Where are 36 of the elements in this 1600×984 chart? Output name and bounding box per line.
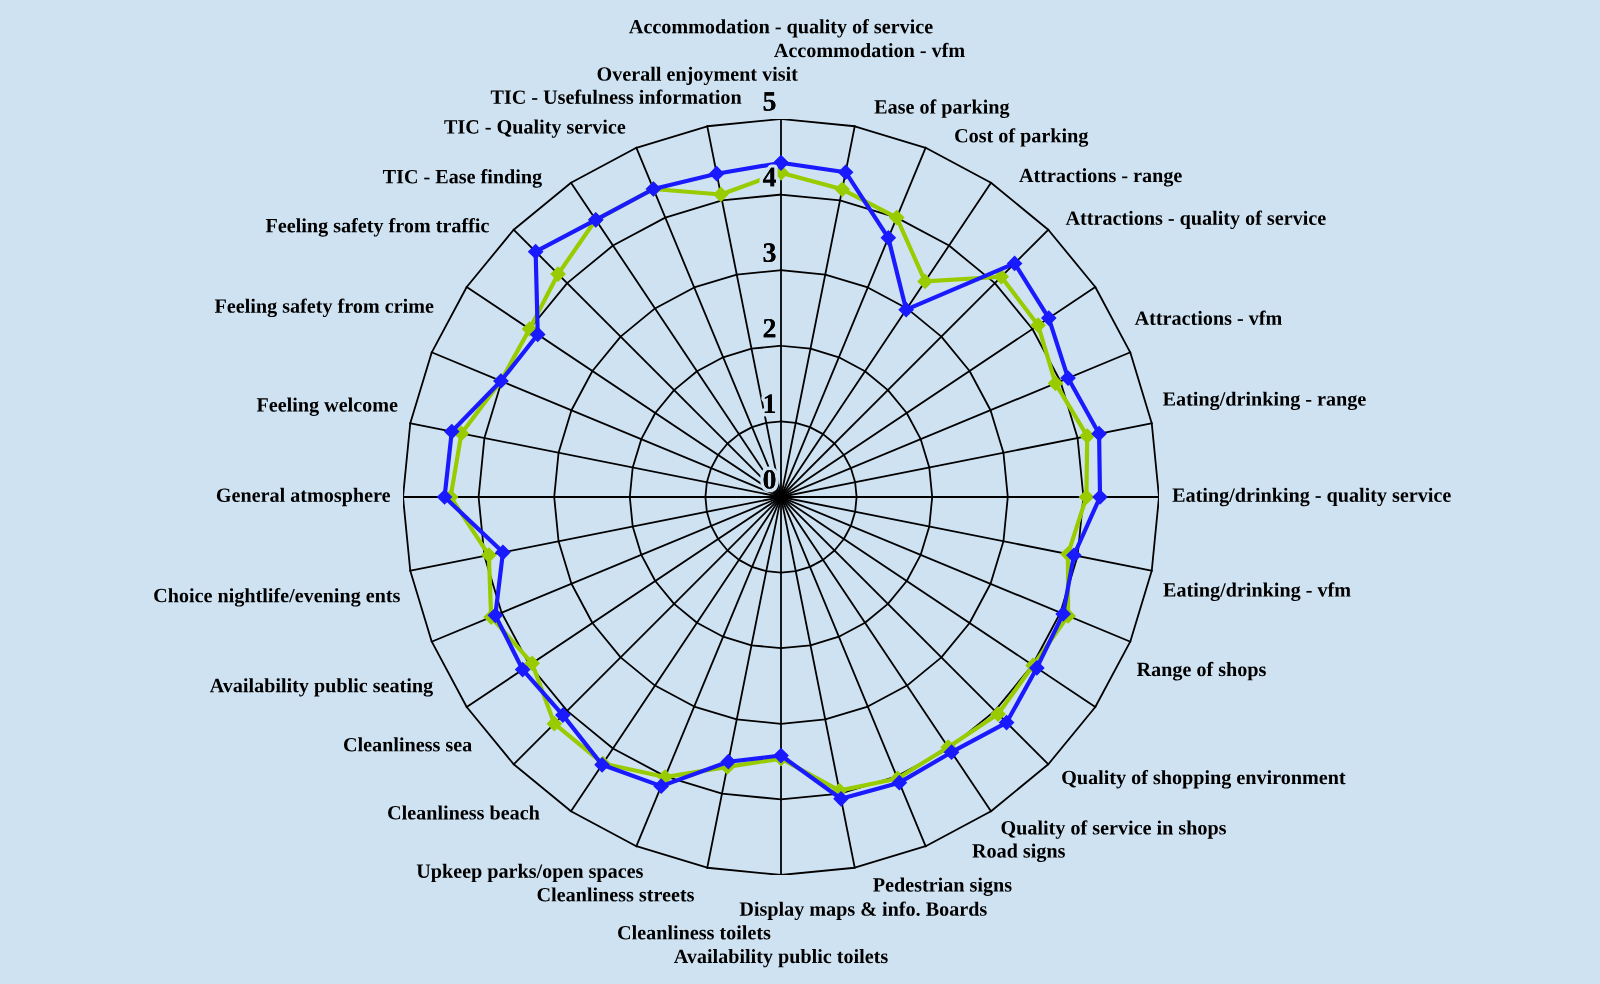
spoke-label: Quality of service in shops (1001, 820, 1227, 839)
spoke-label: Attractions - vfm (1134, 310, 1282, 325)
y-tick-label: 2 (763, 318, 776, 338)
spoke-label: Availability public seating (209, 678, 433, 697)
spoke-label: Cleanliness streets (537, 887, 694, 902)
spoke-label: Cleanliness beach (388, 805, 540, 820)
spoke-label: Availability public toilets (673, 949, 888, 968)
spoke-label: Pedestrian signs (873, 877, 1012, 896)
spoke-label: TIC - Ease finding (382, 169, 542, 188)
spoke-label: Display maps & info. Boards (739, 901, 987, 920)
spoke-label: Choice nightlife/evening ents (154, 587, 400, 607)
spoke-label: Quality of shopping environment (1062, 769, 1346, 789)
spoke-label: Upkeep parks/open spaces (416, 863, 643, 883)
spoke-label: Range of shops (1136, 661, 1266, 681)
spoke-label: Cost of parking (955, 128, 1089, 147)
spoke-label: Feeling safety from traffic (265, 218, 489, 237)
spoke-label: Overall enjoyment visit (597, 66, 798, 85)
spoke-label: Eating/drinking - quality service (1172, 487, 1451, 507)
spoke-label: Road signs (972, 843, 1065, 862)
spoke-label: Accommodation - vfm (774, 42, 965, 58)
spoke-label: Cleanliness sea (343, 737, 472, 752)
spoke-label: Eating/drinking - range (1162, 391, 1366, 411)
spoke-label: Attractions - range (1019, 168, 1182, 187)
spoke-label: Feeling welcome (256, 397, 398, 416)
spoke-label: Ease of parking (874, 99, 1010, 118)
spoke-label: TIC - Usefulness information (490, 89, 742, 104)
spoke-label: TIC - Quality service (444, 119, 626, 138)
spoke-label: Feeling safety from crime (214, 298, 434, 318)
spoke-label: Eating/drinking - vfm (1163, 582, 1351, 601)
spoke-label: General atmosphere (216, 487, 391, 507)
spoke-label: Accommodation - quality of service (629, 19, 933, 38)
y-tick-label: 5 (763, 92, 776, 111)
spoke-label: Attractions - quality of service (1065, 210, 1326, 230)
y-tick-label: 3 (763, 243, 776, 263)
y-tick-label: 1 (764, 394, 776, 413)
spoke-label: Cleanliness toilets (618, 925, 771, 940)
